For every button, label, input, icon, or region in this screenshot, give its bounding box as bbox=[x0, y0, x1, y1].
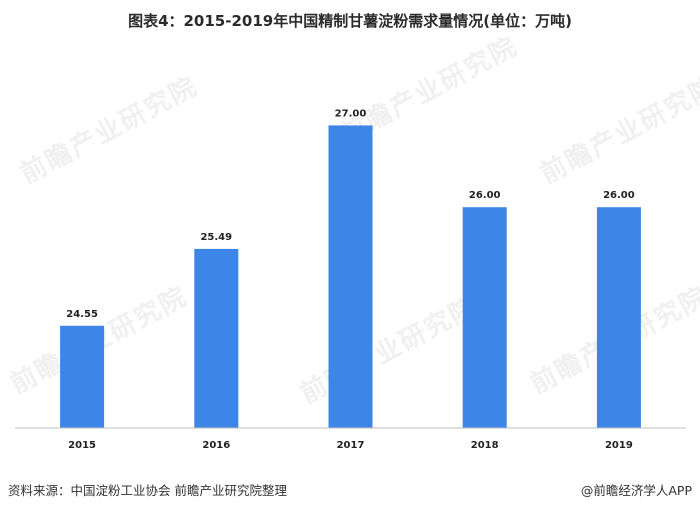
x-tick-label: 2017 bbox=[337, 440, 365, 451]
x-tick-label: 2018 bbox=[471, 440, 499, 451]
bar-chart: 24.55 2015 25.49 2016 27.00 2017 26.00 2018 26.0… bbox=[15, 108, 686, 451]
x-tick-label: 2016 bbox=[202, 440, 230, 451]
data-label: 27.00 bbox=[335, 108, 367, 119]
x-tick-label: 2015 bbox=[68, 440, 96, 451]
source-note: 资料来源：中国淀粉工业协会 前瞻产业研究院整理 bbox=[8, 483, 287, 498]
x-tick-label: 2019 bbox=[605, 440, 633, 451]
footer: 资料来源：中国淀粉工业协会 前瞻产业研究院整理 @前瞻经济学人APP bbox=[0, 470, 700, 506]
bar bbox=[596, 207, 641, 428]
brand-credit: @前瞻经济学人APP bbox=[580, 483, 692, 498]
data-label: 26.00 bbox=[603, 190, 635, 201]
bar bbox=[60, 325, 105, 428]
data-label: 24.55 bbox=[66, 309, 98, 320]
bar bbox=[462, 207, 507, 428]
data-label: 25.49 bbox=[200, 232, 232, 243]
data-label: 26.00 bbox=[469, 190, 501, 201]
bar bbox=[328, 125, 373, 428]
bar bbox=[194, 248, 239, 428]
chart-title: 图表4：2015-2019年中国精制甘薯淀粉需求量情况(单位：万吨) bbox=[128, 12, 572, 30]
